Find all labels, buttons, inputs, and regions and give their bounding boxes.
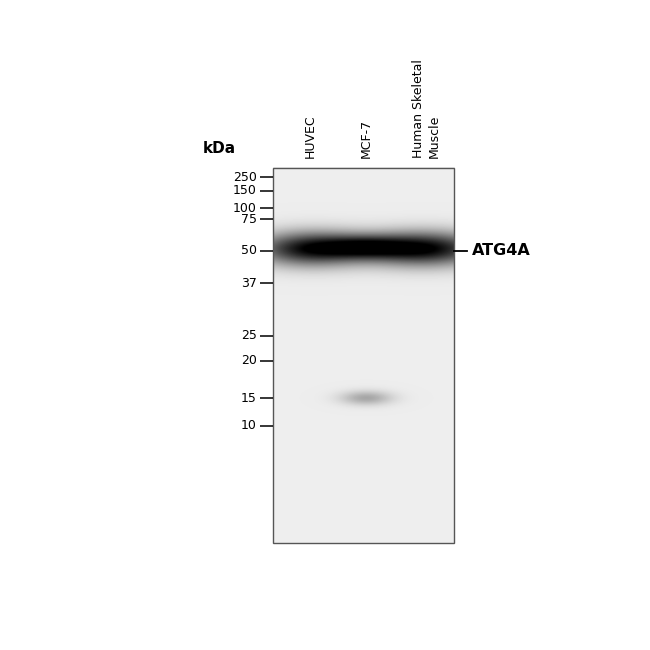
- Text: 150: 150: [233, 184, 257, 197]
- Text: kDa: kDa: [203, 140, 237, 155]
- Text: 75: 75: [240, 213, 257, 226]
- Bar: [273, 168, 454, 543]
- Text: Human Skeletal
Muscle: Human Skeletal Muscle: [412, 59, 440, 158]
- Text: 15: 15: [240, 392, 257, 405]
- Text: ATG4A: ATG4A: [472, 243, 530, 258]
- Text: HUVEC: HUVEC: [304, 114, 317, 158]
- Text: 250: 250: [233, 170, 257, 183]
- Text: 10: 10: [240, 419, 257, 432]
- Text: 37: 37: [240, 277, 257, 290]
- Text: MCF-7: MCF-7: [359, 119, 372, 158]
- Text: 25: 25: [240, 330, 257, 343]
- Text: 50: 50: [240, 244, 257, 257]
- Text: 20: 20: [240, 354, 257, 367]
- Text: 100: 100: [233, 202, 257, 214]
